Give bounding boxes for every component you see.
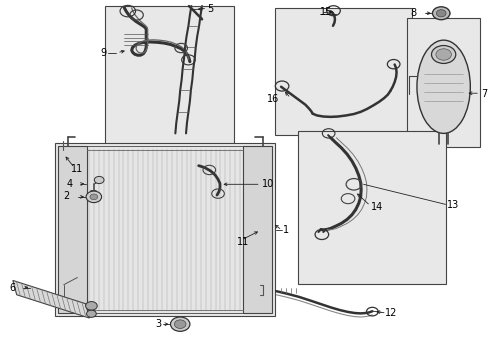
- Bar: [87, 146, 243, 314]
- Text: 16: 16: [267, 94, 279, 104]
- Text: 5: 5: [206, 4, 213, 14]
- Text: 3: 3: [155, 319, 162, 329]
- Circle shape: [86, 191, 102, 203]
- Circle shape: [170, 317, 189, 331]
- Bar: [192, 163, 260, 220]
- Bar: [55, 143, 275, 316]
- Text: 2: 2: [63, 191, 69, 201]
- Circle shape: [431, 7, 449, 20]
- Circle shape: [174, 320, 185, 328]
- Text: 9: 9: [100, 48, 106, 58]
- Bar: [105, 6, 233, 169]
- Text: 1: 1: [283, 225, 288, 235]
- Text: 7: 7: [480, 89, 486, 99]
- Circle shape: [86, 310, 96, 318]
- Bar: [274, 8, 411, 135]
- Circle shape: [435, 49, 450, 60]
- Bar: [243, 146, 272, 314]
- Text: 12: 12: [384, 309, 396, 318]
- Circle shape: [85, 302, 97, 310]
- Text: 14: 14: [370, 202, 383, 212]
- Text: 13: 13: [446, 200, 458, 210]
- Bar: [58, 146, 87, 314]
- Text: 8: 8: [410, 8, 416, 18]
- Text: 15: 15: [319, 7, 332, 17]
- Text: 4: 4: [66, 179, 72, 189]
- Circle shape: [94, 176, 104, 184]
- Bar: [407, 18, 479, 147]
- Text: 6: 6: [9, 283, 15, 293]
- Circle shape: [435, 10, 445, 17]
- Text: 11: 11: [71, 164, 83, 174]
- Ellipse shape: [416, 40, 469, 134]
- Circle shape: [430, 45, 455, 63]
- Bar: [297, 131, 445, 284]
- Text: 11: 11: [237, 237, 249, 247]
- Text: 10: 10: [261, 179, 273, 189]
- Polygon shape: [13, 280, 89, 318]
- Circle shape: [90, 194, 98, 200]
